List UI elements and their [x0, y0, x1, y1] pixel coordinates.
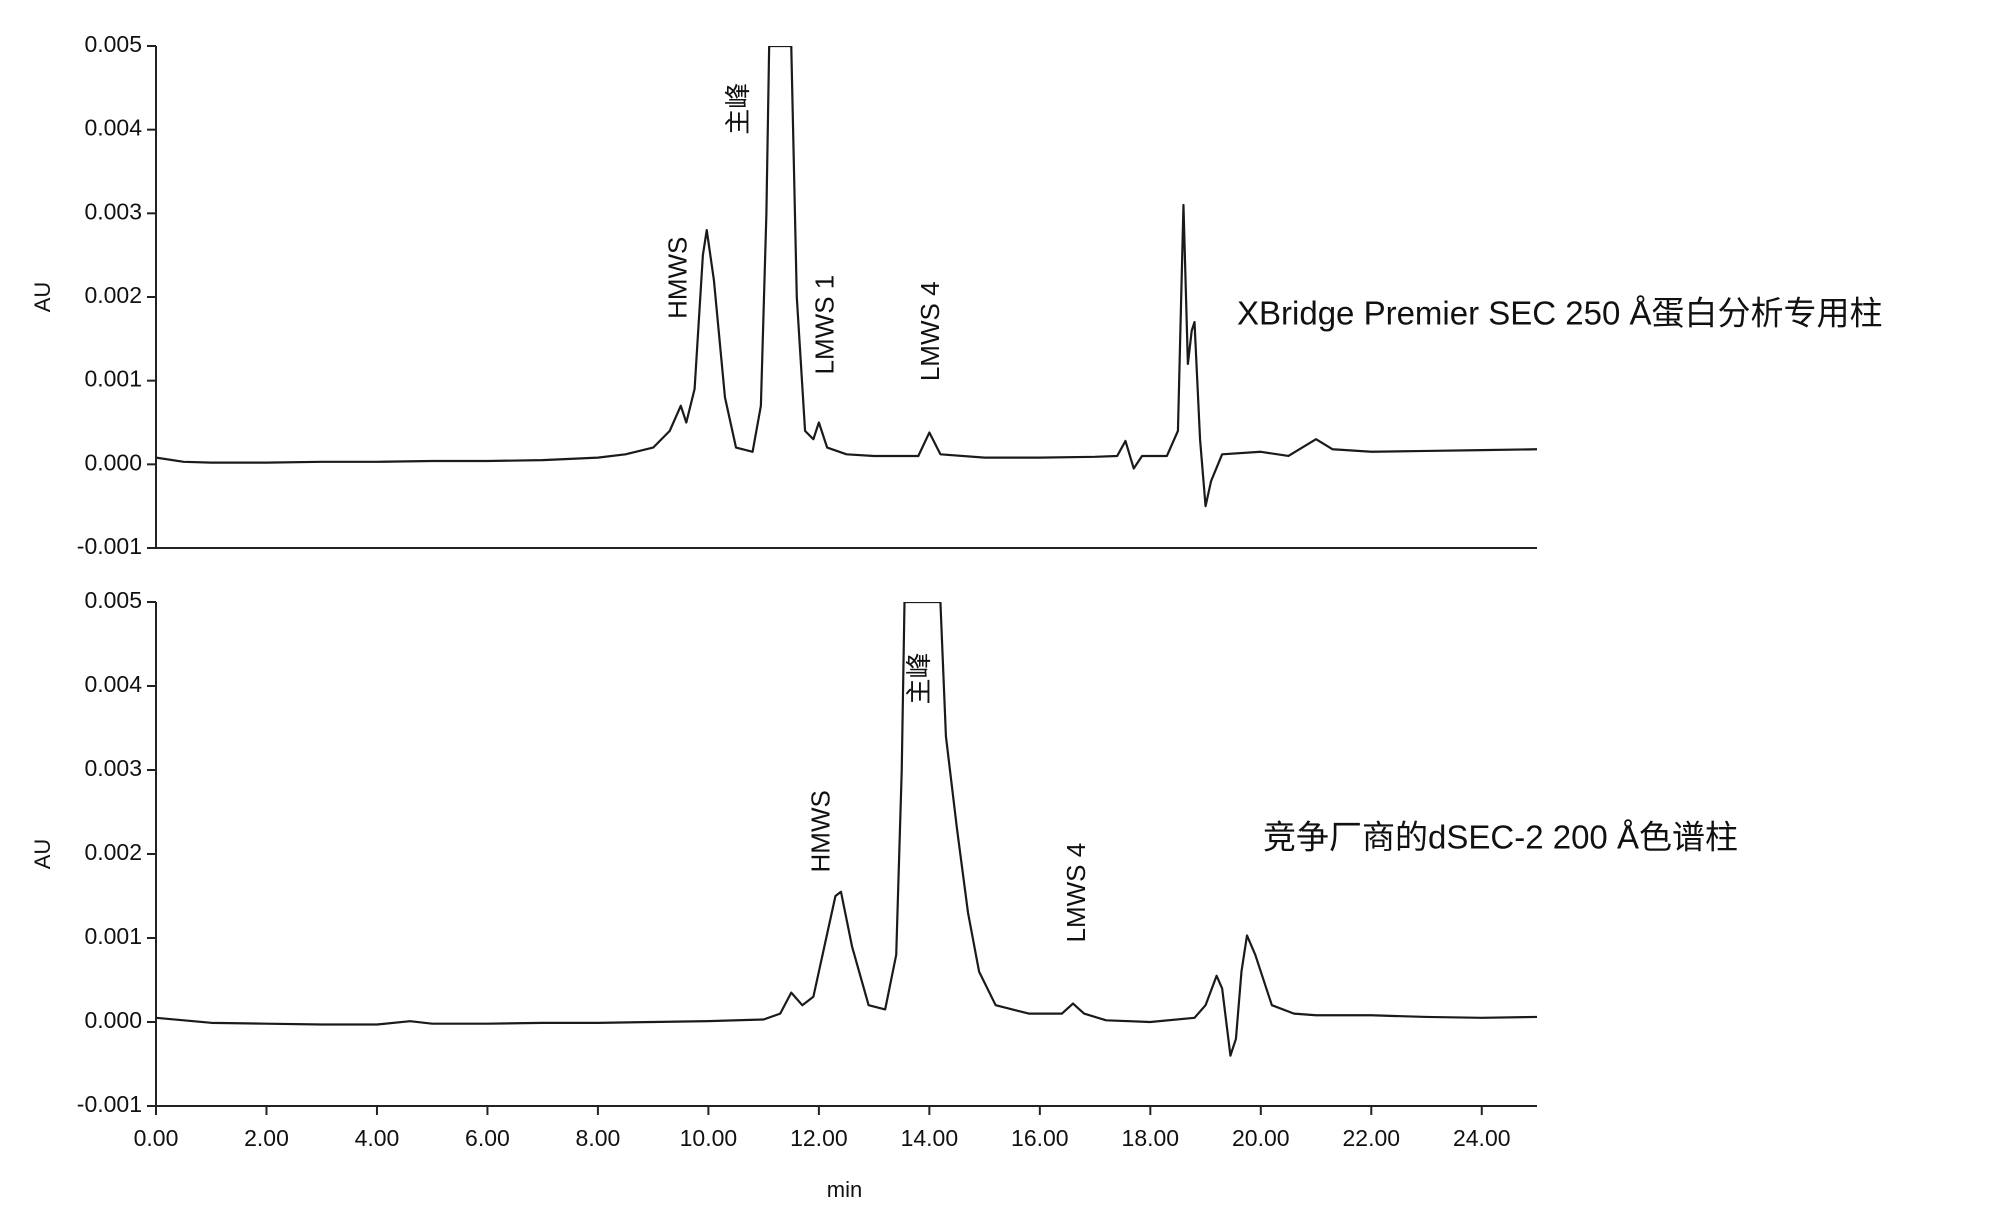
- plot: -0.001 0.000 0.001 0.002 0.003 0.004 0.005 0.00…: [30, 587, 1738, 1202]
- trace: [156, 602, 1537, 1057]
- x-tick-label: 22.00: [1342, 1125, 1400, 1151]
- y-axis-label: AU: [30, 839, 55, 870]
- y-tick-label: 0.002: [84, 282, 142, 308]
- peak-label: LMWS 4: [1061, 843, 1091, 943]
- x-tick-label: 18.00: [1122, 1125, 1180, 1151]
- y-axis-label: AU: [30, 282, 55, 313]
- y-tick-label: 0.000: [84, 1007, 142, 1033]
- peak-label: 主峰: [723, 83, 753, 135]
- x-axis-label: min: [827, 1177, 862, 1202]
- x-tick-label: 2.00: [244, 1125, 289, 1151]
- plot: -0.001 0.000 0.001 0.002 0.003 0.004 0.005 AU HM…: [30, 31, 1883, 559]
- peak-label: LMWS 1: [809, 275, 839, 375]
- y-tick-label: 0.000: [84, 449, 142, 475]
- peak-label: 主峰: [904, 652, 934, 704]
- y-tick-label: 0.005: [84, 587, 142, 613]
- trace: [156, 46, 1537, 508]
- peak-label: HMWS: [806, 790, 836, 872]
- x-tick-label: 4.00: [355, 1125, 400, 1151]
- y-tick-label: 0.002: [84, 839, 142, 865]
- x-tick-label: 14.00: [901, 1125, 959, 1151]
- x-tick-label: 0.00: [134, 1125, 179, 1151]
- y-tick-label: 0.004: [84, 115, 142, 141]
- x-tick-label: 12.00: [790, 1125, 848, 1151]
- y-tick-label: 0.001: [84, 923, 142, 949]
- x-tick-label: 10.00: [680, 1125, 738, 1151]
- peak-label: LMWS 4: [915, 281, 945, 381]
- panel-label: XBridge Premier SEC 250 Å蛋白分析专用柱: [1237, 295, 1883, 332]
- y-tick-label: 0.001: [84, 366, 142, 392]
- y-tick-label: 0.004: [84, 671, 142, 697]
- y-tick-label: -0.001: [77, 533, 142, 559]
- x-tick-label: 20.00: [1232, 1125, 1290, 1151]
- x-tick-label: 8.00: [576, 1125, 621, 1151]
- x-tick-label: 16.00: [1011, 1125, 1069, 1151]
- y-tick-label: 0.003: [84, 198, 142, 224]
- x-tick-label: 24.00: [1453, 1125, 1511, 1151]
- y-tick-label: 0.005: [84, 31, 142, 57]
- peak-label: HMWS: [663, 237, 693, 319]
- y-tick-label: 0.003: [84, 755, 142, 781]
- panel-label: 竞争厂商的dSEC-2 200 Å色谱柱: [1263, 819, 1738, 856]
- y-tick-label: -0.001: [77, 1091, 142, 1117]
- x-tick-label: 6.00: [465, 1125, 510, 1151]
